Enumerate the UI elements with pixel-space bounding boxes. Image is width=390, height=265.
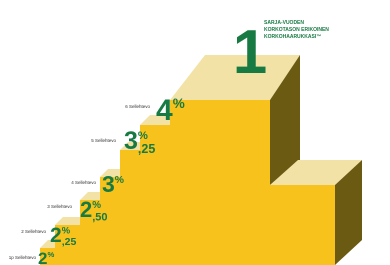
rate-whole: 2 — [50, 224, 62, 247]
rate-unit: % — [138, 130, 148, 142]
rate-decimal: ,25 — [62, 236, 77, 248]
headline-line: KORKOTASON ERIKOINEN — [264, 27, 329, 33]
step-label: 1p Sellehtevo — [9, 255, 37, 260]
rate-whole: 3 — [124, 127, 138, 155]
rate-whole: 4 — [156, 94, 173, 127]
headline-number: 1 — [233, 18, 267, 87]
step-label: 6 Sellehtevo — [125, 104, 150, 109]
rate-unit: % — [47, 250, 54, 259]
headline-line: SARJA-VUODEN — [264, 20, 304, 26]
rate-unit: % — [173, 96, 185, 111]
rate-unit: % — [62, 226, 71, 237]
step-label: 2 Sellehtevo — [21, 229, 46, 234]
staircase-infographic: 1 SARJA-VUODEN KORKOTASON ERIKOINEN KORK… — [0, 0, 390, 265]
rate-whole: 3 — [102, 171, 115, 197]
headline-line: KORKOHAARUKKASI™ — [264, 34, 321, 40]
rate-unit: % — [115, 175, 124, 186]
rate-whole: 2 — [80, 197, 92, 222]
step-label: 4 Sellehtevo — [71, 180, 96, 185]
step-label: 3 Sellehtevo — [47, 204, 72, 209]
rate-unit: % — [92, 200, 101, 211]
rate-decimal: ,25 — [138, 142, 155, 156]
step-label: 5 Sellehtevo — [91, 138, 116, 143]
rate-decimal: ,50 — [92, 211, 107, 223]
rate-whole: 2 — [38, 249, 47, 265]
